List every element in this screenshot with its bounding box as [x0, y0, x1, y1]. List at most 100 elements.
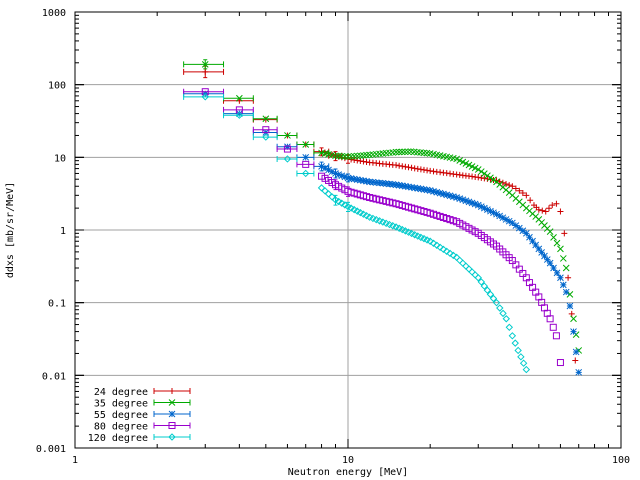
data-point [512, 185, 519, 192]
data-point [474, 166, 482, 173]
data-point [499, 309, 507, 318]
data-point [302, 160, 310, 168]
legend-marker [168, 410, 176, 418]
legend-line [153, 422, 191, 429]
data-point [483, 286, 492, 294]
data-point [417, 185, 425, 193]
data-point [542, 208, 549, 215]
data-point [436, 189, 444, 197]
data-point [471, 200, 479, 208]
data-point [396, 162, 403, 169]
data-point [411, 165, 418, 172]
y-tick-label: 0.001 [36, 444, 66, 455]
data-point [499, 214, 507, 222]
data-point [496, 178, 503, 185]
data-point [430, 187, 437, 195]
data-point [505, 323, 514, 332]
x-error-bar [276, 146, 298, 153]
data-point [414, 185, 422, 192]
data-point [262, 115, 270, 123]
data-point [559, 281, 567, 289]
x-error-bar [223, 106, 254, 113]
data-point [262, 133, 270, 141]
data-point [529, 237, 536, 245]
data-point [331, 196, 340, 204]
data-point [344, 174, 352, 182]
data-point [392, 148, 400, 156]
data-point [302, 153, 310, 161]
data-point [462, 197, 470, 205]
data-point [570, 315, 577, 323]
data-point [546, 228, 554, 235]
data-point [535, 206, 542, 213]
data-point [519, 359, 528, 367]
data-point [357, 157, 364, 164]
data-point [328, 168, 336, 176]
y-tick-label: 1000 [42, 8, 66, 19]
data-point [474, 201, 482, 209]
data-point [401, 148, 409, 156]
legend-marker [168, 399, 176, 406]
data-point [446, 192, 454, 200]
x-error-bar [183, 61, 225, 68]
data-point [502, 216, 510, 223]
data-point [318, 163, 325, 170]
legend-marker [169, 388, 175, 394]
data-point [398, 148, 406, 156]
data-point [302, 141, 310, 148]
data-point [436, 243, 444, 252]
data-point [496, 304, 504, 312]
data-point [549, 323, 557, 331]
data-point [363, 158, 370, 165]
data-point [566, 302, 574, 310]
data-point [351, 156, 358, 163]
data-point [486, 290, 495, 299]
y-tick-label: 0.1 [48, 299, 66, 310]
series-1 [183, 59, 583, 354]
data-point [484, 206, 491, 214]
series-0 [183, 65, 579, 364]
data-point [487, 174, 494, 182]
data-point [538, 249, 545, 256]
x-error-bar [276, 155, 298, 162]
x-axis-title: Neutron energy [MeV] [288, 467, 408, 478]
data-point [420, 166, 427, 173]
data-point [490, 209, 497, 217]
legend-marker [168, 422, 176, 429]
data-point [202, 68, 209, 75]
data-point [284, 143, 291, 151]
data-point [572, 357, 579, 364]
data-point [572, 348, 580, 356]
data-point [347, 175, 355, 182]
data-point [356, 176, 364, 184]
data-point [408, 183, 415, 191]
data-point [379, 179, 387, 187]
data-point [449, 193, 457, 200]
data-point [321, 164, 329, 172]
data-point [480, 204, 488, 212]
data-point [439, 245, 448, 254]
data-point [557, 245, 564, 253]
data-point [236, 94, 243, 102]
y-axis-title: ddxs [mb/sr/MeV] [5, 182, 16, 278]
data-point [512, 222, 520, 229]
data-point [399, 163, 406, 170]
legend-label: 35 degree [94, 399, 148, 410]
data-point [487, 207, 494, 215]
data-point [477, 203, 485, 210]
data-point [514, 346, 522, 355]
data-point [508, 332, 517, 340]
data-point [492, 298, 501, 307]
data-point [414, 165, 421, 172]
y-tick-label: 10 [54, 153, 66, 164]
data-point [338, 199, 346, 207]
data-point [515, 224, 523, 232]
data-point [201, 61, 209, 68]
data-point [496, 212, 504, 220]
data-point [484, 172, 491, 180]
data-point [338, 172, 346, 180]
data-point [556, 359, 564, 367]
axis-ticks: 1 10 100 0.001 0.01 0.1 1 10 100 1000 [36, 8, 630, 466]
